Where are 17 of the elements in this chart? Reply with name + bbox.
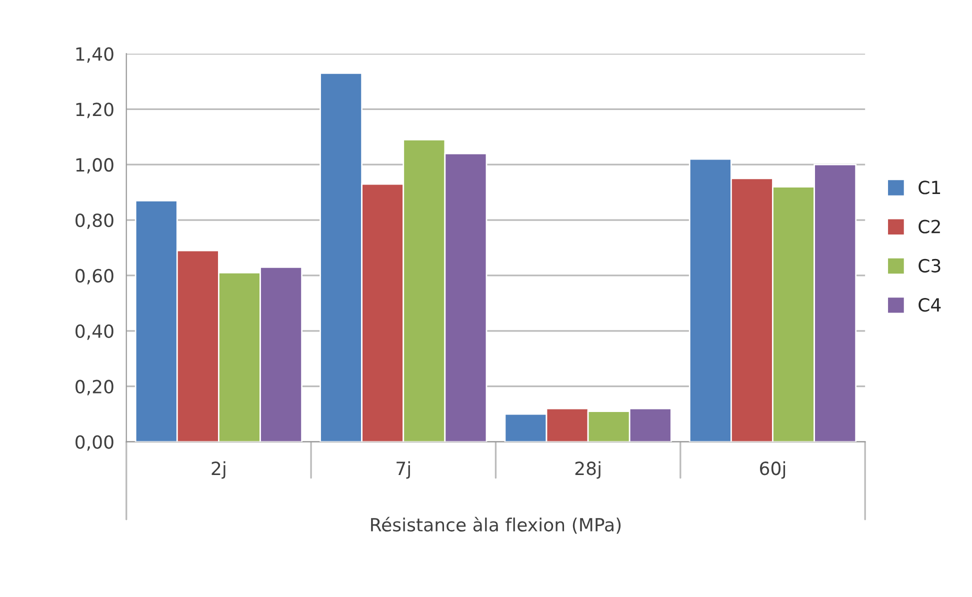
y-tick-label: 0,00 <box>76 435 114 451</box>
legend-label: C3 <box>918 258 940 273</box>
x-axis-title: Résistance àla flexion (MPa) <box>371 516 621 534</box>
y-tick-label: 1,00 <box>76 158 114 174</box>
y-tick-label: 0,20 <box>76 380 114 396</box>
legend-label: C2 <box>918 220 940 234</box>
y-tick-label: 1,40 <box>76 47 114 63</box>
y-tick-label: 0,80 <box>76 213 114 229</box>
y-tick-label: 0,40 <box>76 324 114 340</box>
x-tick-label: 28j <box>575 461 600 479</box>
x-tick-label: 2j <box>212 461 226 479</box>
legend-label: C4 <box>918 298 941 312</box>
y-tick-label: 0,60 <box>76 268 114 284</box>
x-tick-label: 60j <box>760 461 786 479</box>
x-tick-label: 7j <box>396 461 410 479</box>
legend-label: C1 <box>918 180 940 194</box>
y-tick-label: 1,20 <box>76 102 114 118</box>
